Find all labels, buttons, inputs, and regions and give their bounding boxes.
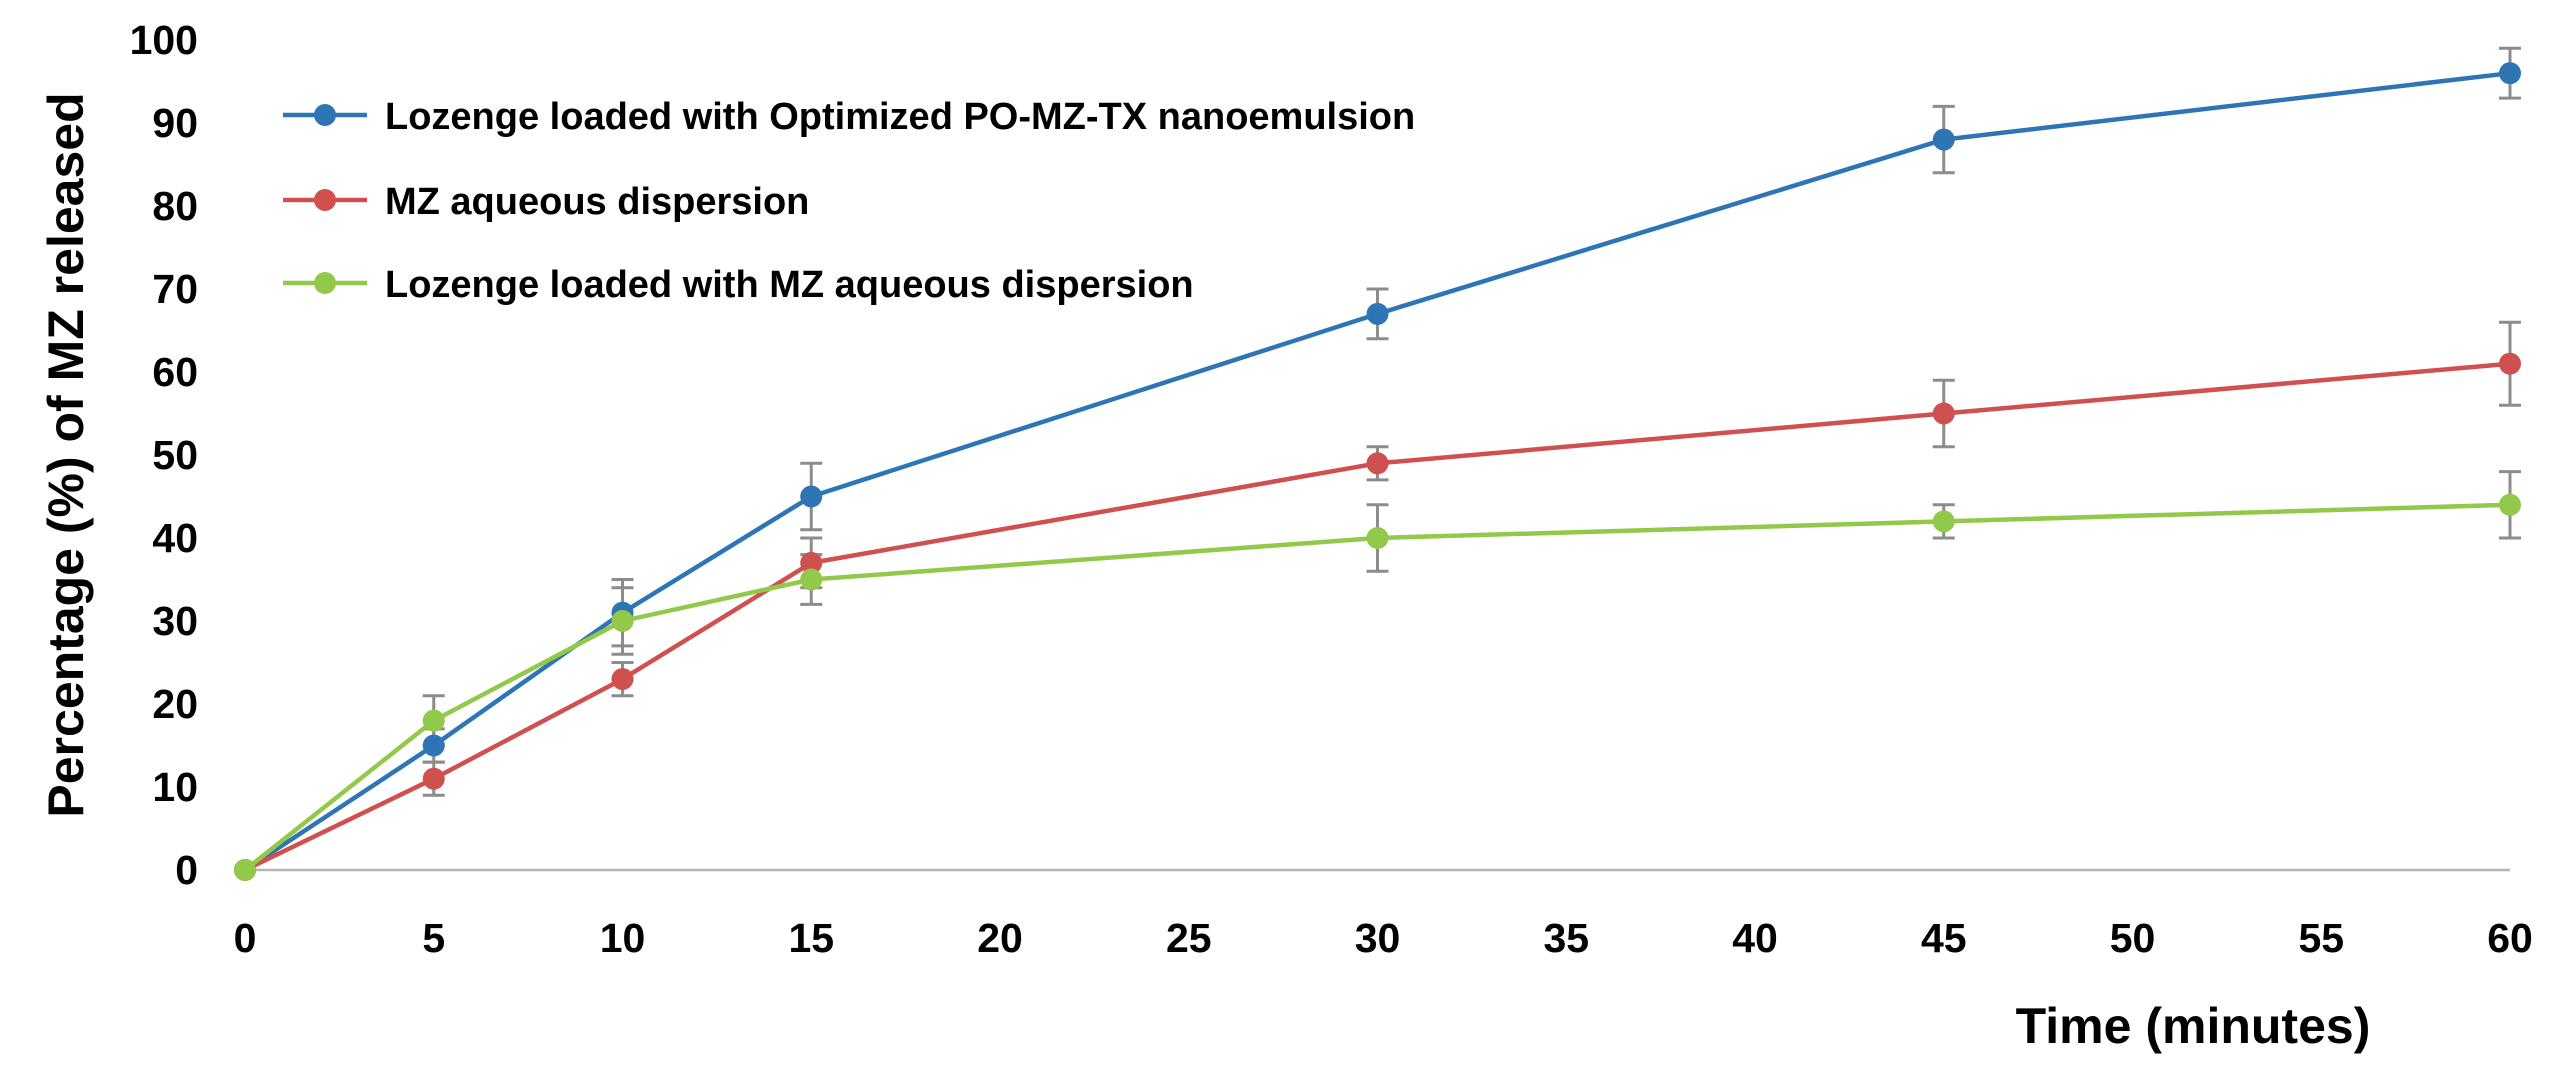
series-line-2 [242,361,2513,873]
data-point [422,734,445,757]
legend-label: Lozenge loaded with Optimized PO-MZ-TX n… [385,96,1415,138]
y-axis-title: Percentage (%) of MZ released [38,92,94,817]
x-axis-title: Time (minutes) [2016,998,2371,1054]
x-tick-label: 60 [2487,915,2533,961]
x-tick-label: 5 [422,915,445,961]
data-point [422,709,445,732]
y-tick-label: 20 [152,681,198,727]
data-point [234,859,256,881]
series-markers [234,62,2521,881]
legend-label: Lozenge loaded with MZ aqueous dispersio… [385,264,1194,306]
y-tick-label: 70 [152,266,198,312]
x-tick-label: 30 [1355,915,1401,961]
data-point [2499,352,2521,375]
x-tick-label: 25 [1166,915,1212,961]
x-tick-label: 50 [2110,915,2156,961]
data-point [1366,527,1389,549]
data-point [1366,452,1389,475]
y-tick-label: 40 [152,515,198,561]
data-point [800,568,823,591]
y-tick-label: 30 [152,598,198,644]
y-tick-label: 100 [130,17,198,63]
legend-label: MZ aqueous dispersion [385,181,809,223]
x-tick-label: 10 [600,915,646,961]
data-point [2499,62,2521,85]
data-point [611,610,634,632]
legend-marker-swatch [314,104,336,126]
legend: Lozenge loaded with Optimized PO-MZ-TX n… [283,96,1415,306]
x-tick-label: 20 [977,915,1023,961]
data-point [611,668,634,691]
x-tick-label: 0 [234,915,257,961]
y-tick-label: 80 [152,183,198,229]
x-tick-label: 55 [2298,915,2344,961]
x-tick-label: 45 [1921,915,1967,961]
legend-marker-swatch [314,189,336,211]
data-point [800,551,823,574]
legend-item: Lozenge loaded with MZ aqueous dispersio… [283,264,1194,306]
data-point [1932,402,1955,425]
data-point [800,485,823,508]
x-tick-label: 15 [788,915,834,961]
y-tick-labels: 0 10 20 30 40 50 60 70 80 90 100 [130,17,198,893]
data-point [2499,493,2521,516]
y-tick-label: 10 [152,764,198,810]
y-tick-label: 90 [152,100,198,146]
data-point [1932,128,1955,151]
legend-item: MZ aqueous dispersion [283,181,809,223]
y-tick-label: 50 [152,432,198,478]
data-point [1932,510,1955,533]
x-tick-labels: 0 5 10 15 20 25 30 35 40 45 50 55 60 [234,915,2533,961]
legend-item: Lozenge loaded with Optimized PO-MZ-TX n… [283,96,1415,138]
x-tick-label: 40 [1732,915,1778,961]
data-point [1366,302,1389,325]
legend-marker-swatch [314,272,336,294]
y-tick-label: 60 [152,349,198,395]
data-point [422,767,445,790]
error-bars [422,46,2521,797]
x-tick-label: 35 [1543,915,1589,961]
y-tick-label: 0 [175,847,198,893]
